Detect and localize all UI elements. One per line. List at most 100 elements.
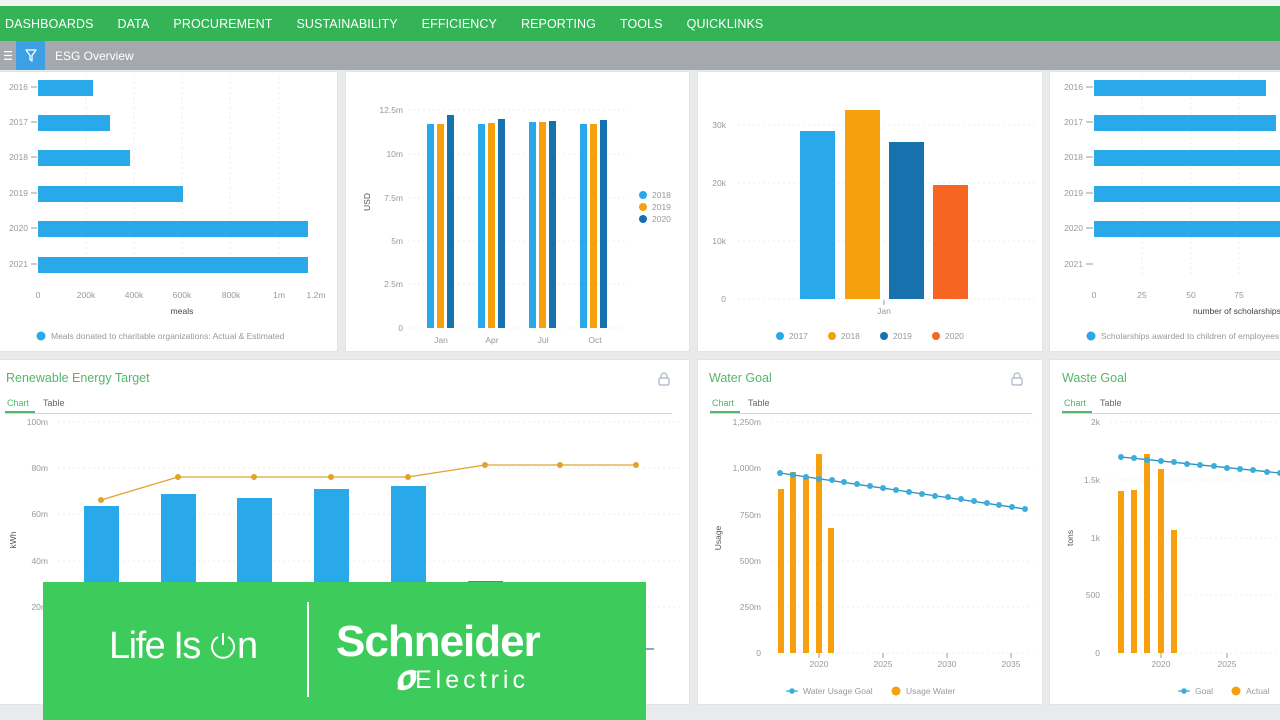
legend-label[interactable]: Water Usage Goal xyxy=(803,686,873,696)
nav-quicklinks[interactable]: QUICKLINKS xyxy=(686,16,764,31)
bar[interactable] xyxy=(778,489,784,653)
bar-2018[interactable] xyxy=(845,110,880,299)
y-tick: 2016 xyxy=(9,82,28,92)
legend-label[interactable]: Goal xyxy=(1195,686,1213,696)
nav-sustainability[interactable]: SUSTAINABILITY xyxy=(296,16,398,31)
bar[interactable] xyxy=(828,528,834,653)
tab-table[interactable]: Table xyxy=(43,398,65,408)
legend-label[interactable]: 2020 xyxy=(652,214,671,224)
y-tick: 10k xyxy=(712,236,726,246)
y-tick: 80m xyxy=(31,463,48,473)
filter-button[interactable] xyxy=(16,41,45,70)
y-axis-label: tons xyxy=(1065,530,1075,546)
lock-icon[interactable] xyxy=(658,372,670,386)
tab-chart[interactable]: Chart xyxy=(5,394,36,413)
y-tick: 2017 xyxy=(9,117,28,127)
nav-procurement[interactable]: PROCUREMENT xyxy=(173,16,273,31)
y-tick: 40m xyxy=(31,556,48,566)
y-tick: 2019 xyxy=(9,188,28,198)
y-tick: 0 xyxy=(398,323,403,333)
bar-2020[interactable] xyxy=(933,185,968,299)
x-tick: 25 xyxy=(1137,290,1147,300)
legend-label[interactable]: 2019 xyxy=(893,331,912,341)
x-axis-label: number of scholarships xyxy=(1193,306,1280,316)
nav-tools[interactable]: TOOLS xyxy=(619,16,663,31)
bar-2019[interactable] xyxy=(38,186,183,202)
legend-label[interactable]: Usage Water xyxy=(906,686,955,696)
legend-label[interactable]: 2018 xyxy=(841,331,860,341)
bar-2018[interactable] xyxy=(1094,150,1280,166)
bars-jul xyxy=(529,121,556,328)
panel-title: Waste Goal xyxy=(1062,371,1127,385)
tab-table[interactable]: Table xyxy=(1100,398,1122,408)
bar[interactable] xyxy=(1144,454,1150,653)
nav-dashboards[interactable]: DASHBOARDS xyxy=(5,16,94,31)
y-tick: 1.5k xyxy=(1084,475,1101,485)
nav-reporting[interactable]: REPORTING xyxy=(520,16,596,31)
legend-label[interactable]: 2018 xyxy=(652,190,671,200)
meals-bar-chart: 2016 2017 2018 2019 2020 2021 0 200k 400… xyxy=(9,77,325,341)
bar-2019[interactable] xyxy=(889,142,924,299)
bar[interactable] xyxy=(1158,469,1164,653)
tagline-text: Life Is xyxy=(109,625,209,667)
menu-button[interactable] xyxy=(0,41,16,70)
bar-2016[interactable] xyxy=(38,80,93,96)
target-line xyxy=(100,464,636,501)
bars-oct xyxy=(580,120,607,328)
y-tick: 2020 xyxy=(1064,223,1083,233)
main-nav: DASHBOARDS DATA PROCUREMENT SUSTAINABILI… xyxy=(0,6,1280,41)
legend-label[interactable]: Meals donated to charitable organization… xyxy=(51,331,285,341)
bar[interactable] xyxy=(1131,490,1137,653)
bar-2017[interactable] xyxy=(800,131,835,299)
scholarships-bar-chart: 2016 2017 2018 2019 2020 2021 0 25 50 75… xyxy=(1064,77,1280,341)
y-tick: 750m xyxy=(740,510,761,520)
y-axis-label: USD xyxy=(362,193,372,211)
y-tick: 500 xyxy=(1086,590,1100,600)
bar[interactable] xyxy=(803,477,809,653)
y-tick: 250m xyxy=(740,602,761,612)
tab-chart[interactable]: Chart xyxy=(1062,394,1093,413)
bar-2017[interactable] xyxy=(38,115,110,131)
panel-title: Water Goal xyxy=(709,371,772,385)
legend-label[interactable]: 2020 xyxy=(945,331,964,341)
x-tick: Jul xyxy=(538,335,549,345)
bar-2021[interactable] xyxy=(38,257,308,273)
bar-2017[interactable] xyxy=(1094,115,1276,131)
bar-2018[interactable] xyxy=(38,150,130,166)
y-tick: 20m xyxy=(31,602,48,612)
y-tick: 12.5m xyxy=(379,105,403,115)
bar-2019[interactable] xyxy=(1094,186,1280,202)
filter-icon xyxy=(24,49,37,62)
bar-2020[interactable] xyxy=(1094,221,1280,237)
panel-title: Renewable Energy Target xyxy=(6,371,150,385)
y-tick: 2020 xyxy=(9,223,28,233)
y-tick: 0 xyxy=(721,294,726,304)
lock-icon[interactable] xyxy=(1011,372,1023,386)
top-strip xyxy=(0,0,1280,6)
bar-2016[interactable] xyxy=(1094,80,1266,96)
legend-label[interactable]: 2019 xyxy=(652,202,671,212)
nav-data[interactable]: DATA xyxy=(117,16,150,31)
tagline-text: n xyxy=(236,625,258,667)
legend-label[interactable]: Actual xyxy=(1246,686,1270,696)
y-tick: 1k xyxy=(1091,533,1101,543)
legend-label[interactable]: Scholarships awarded to children of empl… xyxy=(1101,331,1279,341)
bar[interactable] xyxy=(1118,491,1124,653)
legend-label[interactable]: 2017 xyxy=(789,331,808,341)
brand-name: Schneider xyxy=(336,617,541,666)
tab-chart[interactable]: Chart xyxy=(710,394,741,413)
y-tick: 2021 xyxy=(1064,259,1083,269)
tab-table[interactable]: Table xyxy=(748,398,770,408)
x-tick: 600k xyxy=(173,290,192,300)
bar[interactable] xyxy=(816,454,822,653)
bar[interactable] xyxy=(790,472,796,653)
power-icon xyxy=(211,633,235,659)
y-tick: 30k xyxy=(712,120,726,130)
nav-efficiency[interactable]: EFFICIENCY xyxy=(421,16,497,31)
bar-2020[interactable] xyxy=(38,221,308,237)
y-tick: 5m xyxy=(391,236,403,246)
x-tick: 800k xyxy=(222,290,241,300)
meals-chart-panel: 2016 2017 2018 2019 2020 2021 0 200k 400… xyxy=(0,71,338,352)
page-title: ESG Overview xyxy=(55,48,134,63)
bar[interactable] xyxy=(1171,530,1177,653)
